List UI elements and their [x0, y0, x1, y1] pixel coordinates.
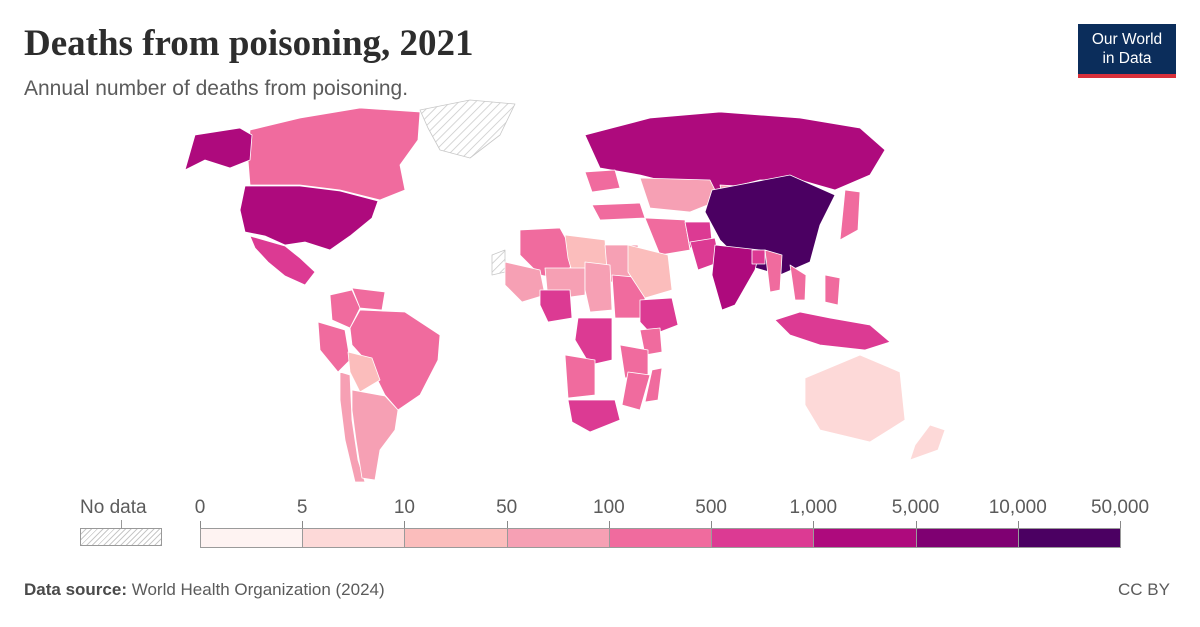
- country-argentina[interactable]: [351, 389, 399, 481]
- legend-tick-label: 500: [695, 497, 727, 518]
- owid-logo[interactable]: Our World in Data: [1078, 24, 1176, 78]
- country-chad[interactable]: [584, 261, 613, 313]
- country-new-zealand[interactable]: [909, 424, 946, 461]
- data-source-label: Data source:: [24, 580, 127, 599]
- legend-tick-label: 10,000: [988, 497, 1047, 518]
- country-bangladesh[interactable]: [751, 249, 766, 265]
- country-western-sahara[interactable]: [491, 249, 506, 276]
- legend-tick: [915, 521, 917, 528]
- country-united-states[interactable]: [239, 185, 379, 251]
- country-mexico[interactable]: [249, 235, 316, 286]
- country-dr-congo[interactable]: [574, 317, 613, 366]
- license-link[interactable]: CC BY: [1118, 580, 1170, 599]
- country-canada[interactable]: [247, 107, 421, 201]
- country-australia[interactable]: [804, 354, 906, 443]
- legend-bin-3[interactable]: [404, 528, 508, 548]
- country-greenland[interactable]: [419, 99, 516, 159]
- country-saudi-arabia[interactable]: [627, 244, 673, 299]
- country-mali[interactable]: [504, 261, 546, 303]
- legend-no-data-swatch: [80, 528, 162, 546]
- legend-tick-label: 100: [593, 497, 625, 518]
- country-madagascar[interactable]: [644, 367, 663, 403]
- country-kenya[interactable]: [639, 327, 663, 356]
- data-source: Data source: World Health Organization (…: [24, 580, 385, 600]
- country-peru[interactable]: [317, 321, 351, 373]
- legend-bin-5[interactable]: [608, 528, 713, 548]
- country-ethiopia[interactable]: [639, 297, 679, 336]
- country-turkey[interactable]: [591, 202, 646, 221]
- legend-tick: [506, 521, 508, 528]
- legend-bin-7[interactable]: [813, 528, 917, 548]
- country-angola[interactable]: [564, 354, 596, 399]
- legend-bin-4[interactable]: [506, 528, 610, 548]
- legend-color-bar: [200, 528, 1121, 548]
- legend-no-data-label: No data: [80, 497, 147, 518]
- country-nigeria[interactable]: [539, 289, 573, 323]
- legend-tick-label: 10: [393, 497, 416, 518]
- country-philippines[interactable]: [824, 274, 841, 306]
- country-vietnam[interactable]: [789, 264, 807, 301]
- world-map: [184, 99, 946, 483]
- legend-tick-label: 50,000: [1090, 497, 1150, 518]
- data-source-text: World Health Organization (2024): [131, 580, 385, 599]
- legend-tick-label: 50: [496, 497, 518, 518]
- chart-subtitle: Annual number of deaths from poisoning.: [24, 77, 409, 100]
- legend-tick: [813, 521, 815, 528]
- country-japan[interactable]: [839, 189, 861, 241]
- country-russia[interactable]: [584, 111, 886, 191]
- logo-line-2: in Data: [1102, 50, 1152, 67]
- legend-bin-1[interactable]: [200, 528, 304, 548]
- country-myanmar[interactable]: [764, 249, 783, 293]
- legend-tick: [200, 521, 201, 528]
- country-indonesia[interactable]: [774, 311, 891, 351]
- country-chile[interactable]: [339, 371, 366, 483]
- legend-tick: [404, 521, 406, 528]
- logo-line-1: Our World: [1091, 31, 1163, 48]
- legend-tick-label: 0: [194, 497, 206, 518]
- country-bolivia[interactable]: [347, 351, 381, 393]
- country-south-africa[interactable]: [567, 399, 621, 433]
- country-mozambique[interactable]: [621, 371, 651, 411]
- legend-no-data-tick: [121, 520, 122, 528]
- legend-tick: [608, 521, 610, 528]
- legend-tick-label: 1,000: [789, 497, 838, 518]
- legend-tick: [302, 521, 304, 528]
- legend-tick: [1017, 521, 1019, 528]
- chart-title: Deaths from poisoning, 2021: [24, 23, 474, 64]
- country-ukraine[interactable]: [584, 169, 621, 193]
- legend-bin-8[interactable]: [915, 528, 1019, 548]
- country-kazakhstan[interactable]: [639, 177, 721, 213]
- legend-tick: [711, 521, 713, 528]
- legend-tick: [1120, 521, 1121, 528]
- country-colombia[interactable]: [329, 289, 361, 329]
- legend-tick-label: 5: [296, 497, 308, 518]
- legend-bin-9[interactable]: [1017, 528, 1121, 548]
- country-alaska[interactable]: [184, 127, 253, 171]
- legend-bin-2[interactable]: [302, 528, 406, 548]
- country-iran[interactable]: [644, 217, 691, 256]
- legend-bin-6[interactable]: [711, 528, 815, 548]
- country-venezuela[interactable]: [351, 287, 386, 311]
- legend-tick-label: 5,000: [891, 497, 940, 518]
